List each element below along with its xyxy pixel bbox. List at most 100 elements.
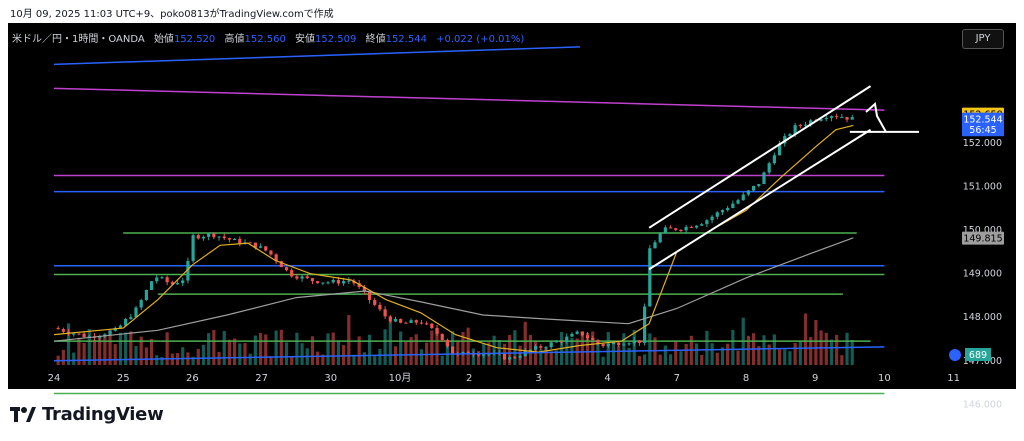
candle-body	[207, 233, 211, 237]
candle-body	[269, 250, 273, 255]
volume-bar	[352, 354, 356, 365]
volume-bar	[144, 347, 148, 365]
volume-bar	[399, 331, 403, 365]
volume-bar	[310, 336, 315, 365]
candle-body	[559, 341, 564, 343]
price-tick-label: 150.000	[963, 225, 1002, 236]
candle-body	[648, 248, 652, 307]
volume-bar	[679, 351, 683, 365]
candle-body	[82, 333, 86, 338]
volume-bar	[684, 343, 688, 365]
price-label-box	[962, 112, 1004, 126]
volume-bar	[269, 356, 273, 365]
candle-body	[362, 287, 366, 292]
legend-close-value: 152.544	[385, 34, 427, 45]
candle-body	[248, 242, 252, 244]
volume-bar	[196, 348, 200, 365]
tradingview-logo-icon	[10, 406, 36, 427]
candle-body	[591, 338, 595, 340]
candle-body	[627, 343, 631, 345]
volume-bar	[87, 329, 91, 365]
candle-body	[404, 322, 408, 324]
candle-body	[570, 333, 574, 337]
currency-button[interactable]: JPY	[962, 29, 1004, 49]
volume-bar	[523, 321, 527, 365]
candle-body	[736, 200, 740, 204]
candle-body	[149, 281, 154, 291]
volume-bar	[326, 333, 330, 365]
candle-body	[212, 233, 216, 238]
candle-body	[310, 278, 315, 282]
volume-bar	[388, 321, 392, 365]
volume-bar	[549, 351, 553, 365]
candle-body	[170, 282, 174, 285]
candle-body	[809, 120, 813, 125]
candle-body	[601, 343, 605, 347]
candle-body	[155, 277, 159, 282]
volume-bar	[798, 340, 802, 365]
volume-bar	[783, 349, 787, 365]
candle-body	[295, 276, 299, 279]
volume-bar	[809, 337, 813, 365]
legend-high-value: 152.560	[244, 34, 286, 45]
price-label-text: 149.815	[963, 234, 1002, 245]
candle-body	[637, 340, 642, 343]
volume-bar	[149, 338, 154, 365]
volume-bar	[824, 332, 828, 365]
candle-body	[399, 319, 403, 323]
price-tick-label: 146.000	[963, 399, 1002, 410]
volume-bar	[710, 343, 714, 365]
time-tick-label: 25	[117, 373, 130, 384]
volume-bar	[476, 351, 481, 365]
candle-body	[274, 254, 278, 262]
candle-body	[850, 117, 854, 120]
candle-body	[513, 357, 517, 359]
time-tick-label: 2	[466, 373, 472, 384]
volume-bar	[777, 349, 782, 365]
volume-bar	[720, 347, 725, 365]
volume-bar	[201, 344, 206, 365]
volume-bar	[274, 330, 278, 365]
candle-body	[414, 320, 418, 323]
candle-body	[284, 267, 289, 271]
candle-body	[668, 227, 673, 229]
candle-body	[611, 342, 616, 344]
candle-body	[752, 185, 756, 191]
volume-bar	[617, 346, 621, 365]
candle-body	[331, 279, 335, 283]
projection-arrow	[865, 102, 887, 133]
volume-bar	[316, 351, 320, 365]
chart-caption: 10月 09, 2025 11:03 UTC+9、poko0813がTradin…	[10, 9, 334, 20]
volume-bar	[508, 334, 512, 365]
time-tick-label: 24	[48, 373, 61, 384]
candle-body	[316, 281, 320, 284]
candle-body	[715, 212, 719, 217]
candle-body	[388, 316, 392, 322]
volume-bar	[362, 352, 366, 365]
candle-body	[684, 226, 688, 231]
volume-bar	[77, 337, 81, 365]
volume-bar	[668, 354, 673, 365]
candle-body	[165, 277, 169, 283]
candle-body	[108, 330, 112, 335]
candle-body	[622, 344, 626, 346]
volume-bar	[430, 330, 434, 365]
candle-body	[217, 236, 221, 238]
candle-body	[72, 333, 76, 335]
price-tick-label: 148.000	[963, 312, 1002, 323]
volume-bar	[212, 330, 216, 365]
chart-area[interactable]	[8, 23, 1016, 389]
volume-bar	[222, 331, 226, 365]
candle-body	[476, 354, 481, 356]
volume-bar	[539, 349, 543, 365]
time-tick-label: 10	[878, 373, 891, 384]
candle-body	[705, 220, 709, 225]
candle-body	[144, 290, 148, 301]
volume-bar	[331, 332, 335, 365]
candle-body	[305, 276, 309, 279]
candle-body	[549, 342, 553, 348]
volume-bar	[715, 352, 719, 365]
candle-body	[554, 341, 558, 343]
volume-bar	[513, 330, 517, 365]
